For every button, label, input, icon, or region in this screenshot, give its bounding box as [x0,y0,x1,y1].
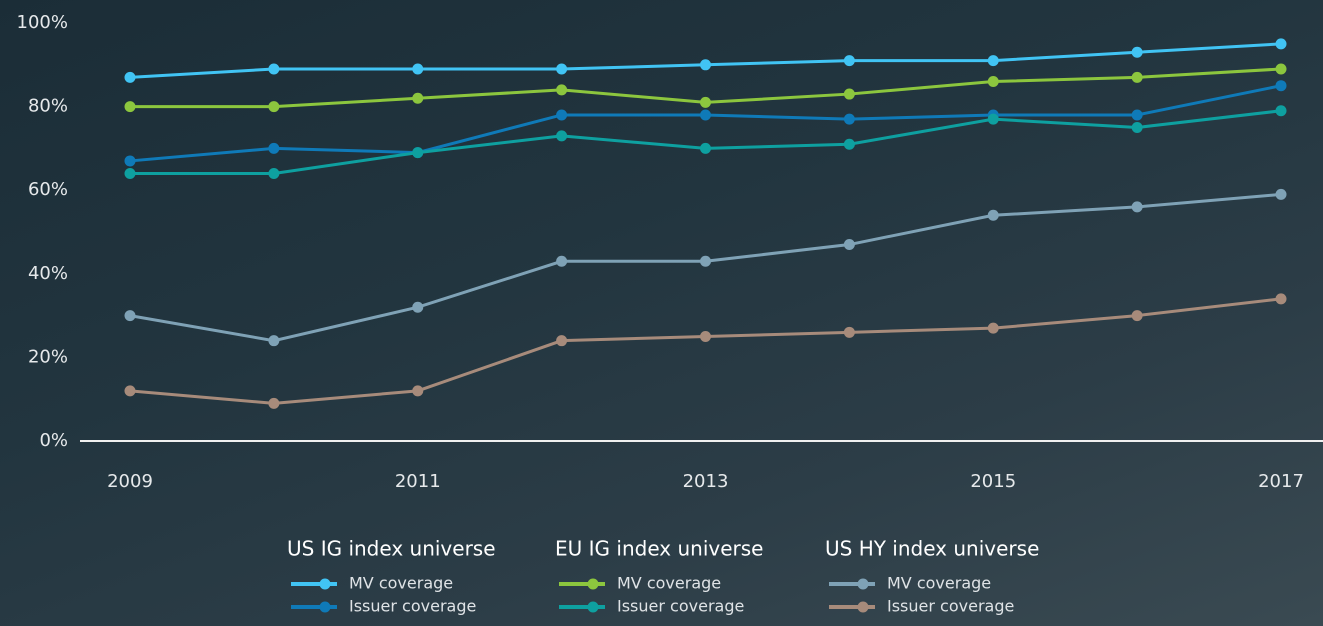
x-tick-label: 2011 [395,471,441,492]
data-point [700,96,711,108]
data-point [412,147,424,159]
data-point [987,76,999,88]
y-tick-label: 0% [39,430,68,451]
legend-swatch-dot [857,578,869,590]
legend-swatch-dot [587,578,599,590]
data-point [556,335,568,347]
data-point [843,55,855,67]
x-tick-label: 2009 [107,471,153,492]
data-point [556,84,568,96]
data-point [556,63,568,75]
y-tick-label: 60% [28,179,68,200]
data-point [124,101,136,113]
series-line [129,297,1282,405]
data-point [268,63,280,75]
data-point [268,335,280,347]
data-point [124,167,136,179]
data-point [700,255,711,267]
data-point [843,113,855,125]
data-point [1131,310,1143,322]
data-point [1275,38,1287,50]
y-tick-label: 40% [28,263,68,284]
legend-swatch-dot [587,601,599,613]
data-point [556,109,568,121]
data-point [700,331,711,342]
data-point [987,209,999,221]
data-point [124,155,136,167]
legend-group-title: US HY index universe [825,537,1039,561]
data-point [1131,201,1143,213]
y-tick-label: 20% [28,346,68,367]
x-tick-label: 2017 [1258,471,1304,492]
x-tick-label: 2013 [683,471,729,492]
legend-group-title: EU IG index universe [555,537,763,561]
data-point [1275,105,1287,117]
data-point [124,71,136,83]
data-point [1131,109,1143,121]
data-point [987,322,999,334]
data-point [1131,46,1143,58]
data-point [987,55,999,67]
data-point [268,101,280,113]
y-tick-label: 80% [28,96,68,117]
x-tick-label: 2015 [970,471,1016,492]
data-point [268,167,280,179]
legend-group-title: US IG index universe [287,537,496,561]
y-tick-label: 100% [17,12,68,33]
data-point [1275,80,1287,92]
legend-label: Issuer coverage [617,597,744,616]
data-point [124,310,136,322]
data-point [1131,71,1143,83]
data-point [843,88,855,100]
data-point [1131,122,1143,133]
legend-label: MV coverage [887,574,991,593]
data-point [1275,188,1287,200]
data-point [700,109,711,121]
legend-label: Issuer coverage [887,597,1014,616]
data-point [556,255,568,267]
data-point [412,385,424,397]
legend-swatch-dot [857,601,869,613]
data-point [700,142,711,154]
data-point [412,63,424,75]
data-point [987,113,999,125]
data-point [124,385,136,397]
data-point [843,138,855,150]
legend-label: MV coverage [617,574,721,593]
data-point [843,326,855,338]
data-point [412,301,424,313]
legend-label: Issuer coverage [349,597,476,616]
legend-swatch-dot [319,578,331,590]
data-point [1275,293,1287,305]
data-point [700,59,711,71]
data-point [843,239,855,251]
data-point [556,130,568,142]
legend-swatch-dot [319,601,331,613]
data-point [268,397,280,409]
data-point [412,92,424,104]
data-point [268,142,280,154]
legend-label: MV coverage [349,574,453,593]
data-point [1275,63,1287,75]
